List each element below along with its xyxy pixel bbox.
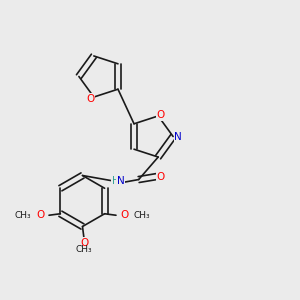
Text: N: N (117, 176, 124, 186)
Text: O: O (37, 210, 45, 220)
Text: O: O (156, 110, 165, 120)
Text: O: O (80, 238, 88, 248)
Text: N: N (174, 131, 182, 142)
Text: H: H (112, 176, 119, 186)
Text: O: O (87, 94, 95, 103)
Text: O: O (157, 172, 165, 182)
Text: CH₃: CH₃ (15, 211, 31, 220)
Text: CH₃: CH₃ (134, 211, 150, 220)
Text: O: O (121, 210, 129, 220)
Text: CH₃: CH₃ (76, 245, 92, 254)
